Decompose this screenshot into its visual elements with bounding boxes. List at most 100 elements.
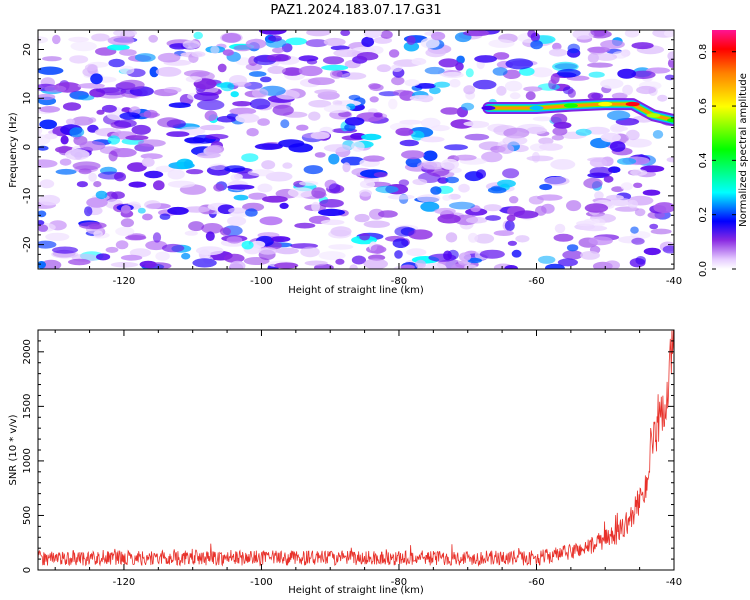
noise-blob: [388, 49, 400, 58]
noise-blob: [485, 215, 501, 221]
noise-blob: [71, 116, 94, 126]
noise-blob: [497, 179, 516, 188]
noise-blob: [550, 73, 560, 84]
noise-blob: [314, 152, 326, 158]
noise-blob: [262, 195, 288, 203]
noise-blob: [445, 176, 460, 184]
noise-blob: [84, 64, 98, 71]
noise-blob: [369, 208, 385, 220]
noise-blob: [90, 73, 103, 85]
noise-blob: [272, 47, 285, 54]
noise-blob: [498, 144, 515, 154]
noise-blob: [442, 194, 452, 201]
noise-blob: [233, 194, 249, 201]
noise-blob: [611, 125, 628, 132]
x-tick-label: -100: [250, 577, 273, 588]
noise-blob: [465, 68, 474, 78]
noise-blob: [423, 262, 447, 269]
noise-blob: [625, 138, 652, 148]
noise-blob: [403, 41, 420, 52]
noise-blob: [662, 245, 674, 254]
noise-blob: [38, 145, 49, 151]
signal-track-point: [625, 101, 640, 107]
noise-blob: [406, 35, 416, 46]
noise-blob: [230, 91, 239, 98]
noise-blob: [525, 91, 536, 101]
noise-blob: [201, 223, 224, 234]
noise-blob: [437, 214, 461, 224]
noise-blob: [493, 230, 514, 237]
noise-blob: [298, 65, 323, 77]
noise-blob: [229, 107, 257, 115]
noise-blob: [119, 49, 137, 56]
noise-blob: [414, 83, 436, 89]
noise-blob: [388, 98, 398, 110]
noise-blob: [504, 265, 518, 269]
noise-blob: [552, 127, 568, 136]
noise-blob: [153, 180, 165, 191]
noise-blob: [401, 150, 425, 160]
noise-blob: [62, 102, 82, 111]
noise-blob: [624, 30, 640, 38]
noise-blob: [504, 80, 523, 92]
noise-blob: [647, 211, 666, 219]
noise-blob: [145, 240, 168, 251]
noise-blob: [260, 76, 272, 83]
noise-blob: [39, 119, 57, 130]
y-tick-label: 2000: [22, 339, 33, 364]
noise-blob: [196, 152, 221, 159]
y-tick-label: 0: [22, 144, 33, 150]
noise-blob: [557, 68, 581, 78]
noise-blob: [310, 131, 330, 140]
noise-blob: [631, 42, 654, 50]
noise-blob: [272, 104, 294, 116]
noise-blob: [303, 165, 323, 175]
noise-blob: [369, 83, 384, 92]
snr-series-line: [38, 330, 674, 567]
noise-blob: [606, 110, 631, 121]
noise-blob: [248, 71, 267, 77]
noise-blob: [417, 161, 438, 170]
noise-blob: [653, 202, 674, 214]
x-tick-label: -100: [250, 276, 273, 287]
noise-blob: [193, 31, 203, 40]
noise-blob: [361, 133, 382, 141]
noise-blob: [387, 194, 415, 200]
noise-blob: [591, 92, 604, 100]
noise-blob: [38, 159, 58, 168]
noise-blob: [308, 111, 321, 121]
noise-blob: [463, 30, 491, 37]
colorbar-ticks: 0.0 0.2 0.4 0.6 0.8: [698, 44, 736, 277]
noise-blob: [323, 144, 352, 153]
colorbar-tick-label: 0.0: [698, 261, 709, 277]
colorbar: 0.0 0.2 0.4 0.6 0.8 Normalized spectral ampl…: [698, 30, 749, 277]
noise-blob: [630, 226, 639, 234]
noise-blob: [513, 210, 539, 219]
noise-blob: [506, 214, 516, 222]
noise-blob: [79, 141, 106, 151]
noise-blob: [217, 63, 227, 73]
noise-blob: [55, 168, 77, 175]
noise-blob: [205, 133, 229, 140]
noise-blob: [152, 232, 162, 243]
noise-blob: [320, 219, 345, 226]
noise-blob: [44, 85, 67, 93]
y-tick-label: -10: [22, 188, 33, 204]
noise-blob: [299, 180, 319, 186]
noise-blob: [551, 134, 564, 141]
noise-blob: [261, 160, 276, 170]
noise-blob: [634, 208, 646, 217]
noise-blob: [76, 181, 88, 188]
noise-blob: [415, 259, 426, 269]
noise-blob: [617, 68, 637, 79]
noise-blob: [373, 112, 383, 118]
noise-blob: [575, 128, 592, 136]
y-tick-label: 20: [22, 43, 33, 56]
snr-xlabel: Height of straight line (km): [288, 585, 424, 596]
noise-blob: [450, 119, 474, 129]
noise-blob: [503, 127, 530, 139]
noise-blob: [319, 199, 344, 208]
noise-blob: [38, 240, 57, 249]
x-tick-label: -60: [528, 276, 544, 287]
